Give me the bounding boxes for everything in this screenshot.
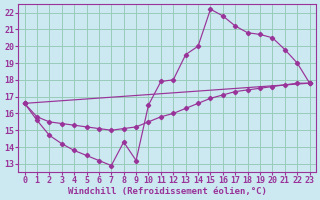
X-axis label: Windchill (Refroidissement éolien,°C): Windchill (Refroidissement éolien,°C) xyxy=(68,187,267,196)
